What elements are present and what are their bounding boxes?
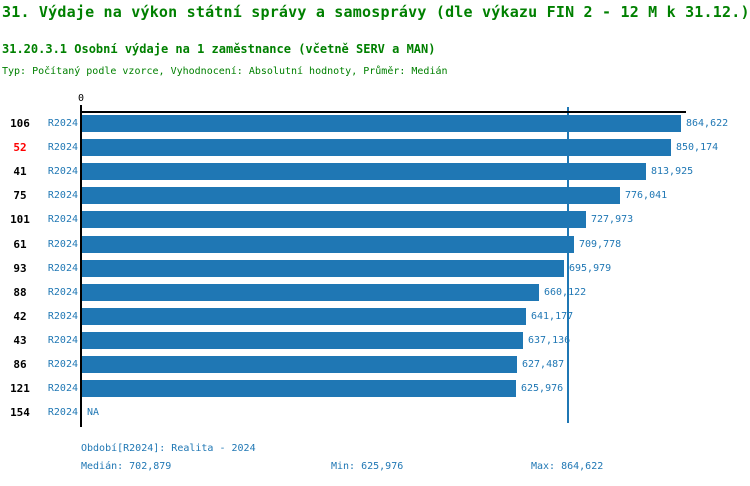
row-period-label: R2024 (47, 214, 78, 225)
row-period-label: R2024 (47, 311, 78, 322)
row-bar (82, 308, 526, 325)
row-value-label: 641,177 (531, 311, 574, 322)
axis-zero-tick-label: 0 (77, 93, 85, 104)
report-title: 31. Výdaje na výkon státní správy a samo… (2, 3, 750, 21)
row-bar (82, 163, 646, 180)
row-id-label: 75 (13, 189, 27, 202)
indicator-title: 31.20.3.1 Osobní výdaje na 1 zaměstnance… (2, 42, 436, 56)
row-value-label: 776,041 (625, 190, 668, 201)
row-id-label: 154 (10, 406, 30, 419)
row-id-label: 93 (13, 262, 27, 275)
row-period-label: R2024 (47, 190, 78, 201)
row-value-label: 813,925 (651, 166, 694, 177)
row-bar (82, 187, 620, 204)
row-period-label: R2024 (47, 263, 78, 274)
row-value-label: 627,487 (522, 359, 565, 370)
row-value-label: 695,979 (569, 263, 612, 274)
row-period-label: R2024 (47, 166, 78, 177)
median-stat: Medián: 702,879 (81, 461, 172, 472)
row-value-label: 709,778 (579, 239, 622, 250)
row-period-label: R2024 (47, 239, 78, 250)
min-stat: Min: 625,976 (331, 461, 404, 472)
row-period-label: R2024 (47, 407, 78, 418)
row-id-label: 42 (13, 310, 27, 323)
row-value-label: NA (87, 407, 100, 418)
row-bar (82, 284, 539, 301)
row-value-label: 660,122 (544, 287, 587, 298)
row-bar (82, 211, 586, 228)
row-id-label: 101 (10, 213, 30, 226)
row-bar (82, 380, 516, 397)
row-id-label: 61 (13, 238, 27, 251)
row-id-label: 106 (10, 117, 30, 130)
row-bar (82, 260, 564, 277)
row-period-label: R2024 (47, 359, 78, 370)
row-value-label: 727,973 (591, 214, 634, 225)
row-bar (82, 139, 671, 156)
row-period-label: R2024 (47, 287, 78, 298)
row-period-label: R2024 (47, 383, 78, 394)
row-bar (82, 115, 681, 132)
row-id-label: 52 (13, 141, 27, 154)
row-id-label: 121 (10, 382, 30, 395)
row-period-label: R2024 (47, 335, 78, 346)
row-value-label: 864,622 (686, 118, 729, 129)
period-legend: Období[R2024]: Realita - 2024 (81, 443, 256, 454)
row-value-label: 850,174 (676, 142, 719, 153)
y-axis-line (80, 105, 82, 427)
row-id-label: 86 (13, 358, 27, 371)
row-id-label: 41 (13, 165, 27, 178)
x-axis-line (80, 111, 686, 113)
row-value-label: 637,136 (528, 335, 571, 346)
row-id-label: 88 (13, 286, 27, 299)
row-bar (82, 356, 517, 373)
max-stat: Max: 864,622 (531, 461, 604, 472)
median-line (567, 107, 569, 423)
row-period-label: R2024 (47, 118, 78, 129)
row-id-label: 43 (13, 334, 27, 347)
row-value-label: 625,976 (521, 383, 564, 394)
row-bar (82, 332, 523, 349)
row-period-label: R2024 (47, 142, 78, 153)
row-bar (82, 236, 574, 253)
indicator-meta: Typ: Počítaný podle vzorce, Vyhodnocení:… (2, 66, 448, 77)
